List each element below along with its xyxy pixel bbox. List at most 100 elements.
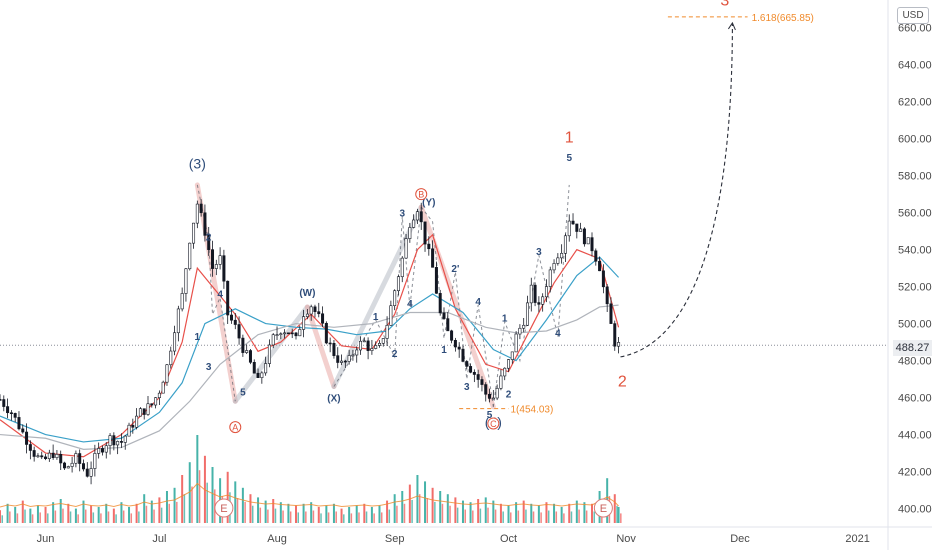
candle-body (63, 462, 67, 469)
candle-body (214, 264, 218, 269)
wave-label-minor: 2' (451, 264, 459, 275)
volume-bar (525, 509, 527, 523)
volume-bar (441, 503, 444, 523)
volume-bar (578, 509, 580, 523)
volume-bar (411, 499, 413, 523)
candle-body (51, 452, 55, 458)
candle-body (25, 431, 29, 445)
volume-bar (540, 512, 542, 523)
candle-body (560, 252, 564, 259)
volume-bar (373, 513, 375, 523)
volume-bar (251, 505, 254, 523)
candle-body (355, 349, 359, 356)
volume-bar (295, 505, 297, 523)
candle-body (169, 350, 173, 366)
y-tick-label: 440.00 (898, 430, 932, 442)
y-tick-label: 540.00 (898, 245, 932, 257)
volume-bars (0, 435, 622, 523)
candle-body (556, 257, 560, 264)
candle-body (6, 406, 10, 414)
candle-body (488, 393, 492, 399)
candle-body (442, 312, 446, 319)
wave-label-minor: 5 (566, 153, 572, 164)
candle-body (370, 348, 374, 351)
candle-body (507, 359, 511, 369)
volume-bar (272, 499, 275, 523)
volume-bar (165, 491, 168, 523)
candle-body (450, 330, 454, 341)
candle-body (286, 332, 290, 335)
candle-body (359, 340, 363, 351)
candle-body (499, 375, 503, 389)
candle-body (321, 313, 325, 324)
candle-body (613, 323, 617, 347)
volume-bar (198, 470, 201, 523)
candle-body (594, 250, 598, 262)
candle-body (453, 339, 457, 348)
volume-bar (317, 507, 320, 523)
candle-body (248, 350, 252, 363)
candle-body (571, 220, 575, 225)
last-price-value: 488.27 (895, 342, 930, 354)
candle-body (552, 263, 556, 271)
volume-bar (181, 475, 184, 523)
candle-body (586, 237, 590, 245)
candle-body (93, 453, 97, 469)
volume-bar (176, 501, 178, 523)
volume-bar (14, 507, 17, 523)
x-tick-label: Sep (385, 533, 405, 545)
candle-body (457, 346, 461, 350)
wave-label-minor: 4 (555, 329, 561, 340)
wave-label-major: 1 (565, 129, 574, 146)
wave-label-minor: 5 (240, 388, 246, 399)
volume-bar (456, 507, 459, 523)
candle-body (264, 363, 268, 374)
y-tick-label: 560.00 (898, 208, 932, 220)
volume-bar (537, 505, 540, 523)
moving-average-line (0, 304, 619, 450)
volume-bar (312, 510, 315, 523)
candle-body (412, 219, 416, 228)
candle-body (40, 455, 44, 458)
volume-bar (130, 513, 133, 523)
volume-bar (563, 513, 565, 523)
low-fib-label: 1(454.03) (511, 405, 554, 416)
candle-body (81, 463, 85, 470)
y-tick-label: 520.00 (898, 282, 932, 294)
elliott-wave-lines (194, 182, 570, 410)
candle-body (503, 367, 507, 377)
time-axis[interactable]: Jun Jul Aug Sep Oct Nov Dec 2021 (37, 533, 870, 545)
target-fib-label: 1.618(665.85) (752, 13, 814, 24)
candle-body (332, 343, 336, 356)
earnings-label: E (600, 503, 607, 515)
volume-bar (613, 494, 616, 523)
volume-bar (499, 503, 502, 523)
candle-body (100, 448, 104, 453)
y-tick-label: 480.00 (898, 356, 932, 368)
volume-bar (107, 511, 110, 523)
volume-bar (591, 503, 593, 523)
candle-body (108, 435, 112, 447)
candle-body (131, 424, 135, 428)
currency-badge[interactable]: USD (897, 7, 929, 24)
candle-body (343, 360, 347, 363)
candle-body (396, 276, 400, 292)
candle-body (89, 468, 93, 477)
candle-body (260, 372, 264, 378)
x-tick-label: Aug (267, 533, 287, 545)
volume-bar (355, 505, 358, 523)
volume-bar (279, 502, 282, 523)
projection-path (459, 16, 748, 410)
price-axis[interactable]: 400.00 420.00 440.00 460.00 480.00 500.00 520.… (898, 23, 932, 516)
circled-wave-label: B (418, 190, 424, 200)
wave-label-minor: 3 (536, 247, 542, 258)
volume-bar (494, 509, 497, 523)
wave-label-minor: 4 (475, 297, 481, 308)
volume-bar (188, 462, 191, 523)
candle-body (328, 342, 332, 345)
y-tick-label: 400.00 (898, 504, 932, 516)
x-tick-label: Nov (616, 533, 636, 545)
candle-body (241, 337, 245, 353)
volume-bar (0, 510, 1, 523)
